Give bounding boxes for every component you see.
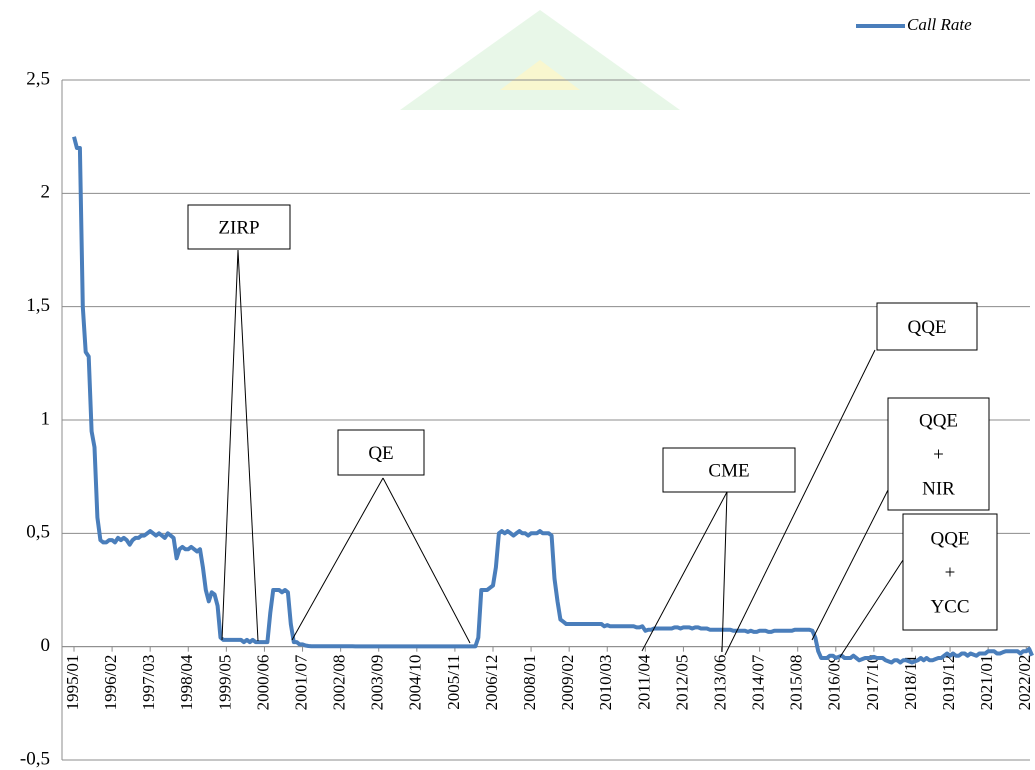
annotation-text: ZIRP (218, 217, 259, 238)
annotation-box (662, 447, 796, 493)
annotation-text: QQE (930, 528, 969, 549)
annotation-text: QE (368, 443, 393, 464)
x-tick-label: 1997/03 (139, 655, 158, 711)
annotation-box (887, 397, 990, 511)
x-tick-label: 1996/02 (101, 655, 120, 711)
y-tick-label: 1 (41, 408, 51, 429)
annotation-box (902, 513, 998, 631)
leader-line (221, 249, 239, 641)
x-tick-label: 2002/08 (330, 655, 349, 711)
annotation-text: YCC (930, 596, 969, 617)
annotation-text: + (933, 444, 944, 465)
x-tick-label: 2017/10 (863, 655, 882, 711)
x-tick-label: 2006/12 (482, 655, 501, 711)
annotation-text: + (945, 562, 956, 583)
x-tick-label: 1995/01 (63, 655, 82, 711)
x-tick-label: 2011/04 (634, 654, 653, 710)
x-tick-label: 2018/11 (901, 655, 920, 710)
x-tick-label: 2012/05 (672, 655, 691, 711)
y-tick-label: 2,5 (26, 68, 50, 89)
x-tick-label: 2010/03 (596, 655, 615, 711)
annotation-box (876, 302, 978, 351)
x-tick-label: 1999/05 (215, 655, 234, 711)
x-tick-label: 2003/09 (368, 655, 387, 711)
leader-line (839, 559, 904, 658)
leader-line (641, 491, 728, 652)
x-tick-label: 2015/08 (787, 655, 806, 711)
leader-line (724, 349, 876, 656)
x-tick-label: 2016/09 (825, 655, 844, 711)
x-tick-label: 2008/01 (520, 655, 539, 711)
x-tick-label: 2009/02 (558, 655, 577, 711)
leader-line (382, 477, 471, 644)
leader-line (811, 489, 889, 641)
x-tick-label: 2022/02 (1015, 655, 1034, 711)
watermark (500, 60, 580, 90)
y-tick-label: 2 (41, 182, 51, 203)
x-tick-label: 2014/07 (749, 654, 768, 710)
x-tick-label: 1998/04 (177, 654, 196, 710)
y-tick-label: 0,5 (26, 522, 50, 543)
leader-line (721, 491, 728, 653)
y-tick-label: -0,5 (20, 748, 50, 769)
annotation-box (187, 204, 291, 250)
x-tick-label: 2001/07 (291, 654, 310, 710)
leader-line (237, 249, 259, 642)
annotation-text: QQE (919, 410, 958, 431)
annotation-text: CME (708, 460, 749, 481)
x-tick-label: 2000/06 (253, 655, 272, 711)
y-tick-label: 1,5 (26, 295, 50, 316)
x-tick-label: 2019/12 (939, 655, 958, 711)
leader-line (291, 477, 384, 641)
x-tick-label: 2013/06 (710, 655, 729, 711)
x-tick-label: 2021/01 (977, 655, 996, 711)
annotation-text: NIR (922, 478, 955, 499)
annotation-text: QQE (907, 317, 946, 338)
y-tick-label: 0 (41, 635, 51, 656)
x-tick-label: 2004/10 (406, 655, 425, 711)
data-line (72, 136, 1034, 665)
x-tick-label: 2005/11 (444, 655, 463, 710)
annotation-box (337, 429, 425, 476)
legend-label: Call Rate (907, 15, 972, 34)
